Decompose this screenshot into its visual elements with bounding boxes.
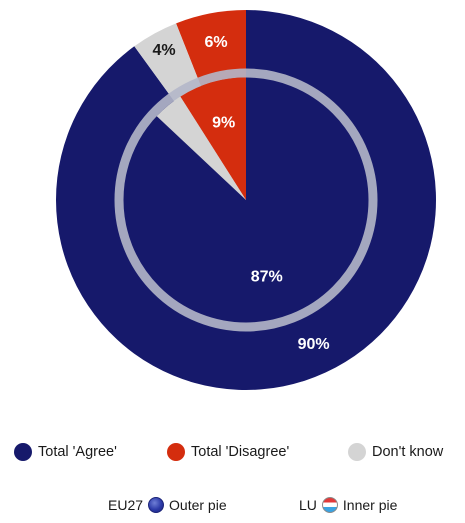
lu-flag-icon xyxy=(321,497,338,513)
inner-label-disagree: 9% xyxy=(212,114,235,131)
pie-key-outer-label: Outer pie xyxy=(169,497,227,513)
inner-slice-disagree xyxy=(180,77,246,200)
inner-ring-outline xyxy=(114,68,378,332)
pie-key-outer: EU27 Outer pie xyxy=(108,493,227,517)
legend-label-dont-know: Don't know xyxy=(372,444,444,460)
outer-label-disagree: 6% xyxy=(204,34,227,51)
legend-item-disagree: Total 'Disagree' xyxy=(167,440,289,464)
legend-swatch-agree xyxy=(14,443,32,461)
eu-flag-icon xyxy=(148,497,165,513)
pie-key-inner: LU Inner pie xyxy=(299,493,397,517)
pie-key-inner-region: LU xyxy=(299,497,317,513)
legend-label-agree: Total 'Agree' xyxy=(38,444,117,460)
inner-label-agree: 87% xyxy=(251,268,283,285)
slice-labels: 90% 6% 4% 87% 9% xyxy=(153,34,330,353)
legend-swatch-dont-know xyxy=(348,443,366,461)
legend: Total 'Agree' Total 'Disagree' Don't kno… xyxy=(0,440,465,464)
legend-label-disagree: Total 'Disagree' xyxy=(191,444,290,460)
pie-key-inner-label: Inner pie xyxy=(342,497,398,513)
outer-label-agree: 90% xyxy=(298,336,330,353)
legend-swatch-disagree xyxy=(167,443,185,461)
outer-label-dont-know: 4% xyxy=(153,42,176,59)
legend-item-agree: Total 'Agree' xyxy=(14,440,117,464)
pie-key: EU27 Outer pie LU Inner pie xyxy=(0,493,465,517)
legend-item-dont-know: Don't know xyxy=(348,440,443,464)
inner-pie-ring xyxy=(114,68,378,332)
pie-key-outer-region: EU27 xyxy=(108,497,144,513)
inner-slice-dont-know xyxy=(156,96,246,200)
